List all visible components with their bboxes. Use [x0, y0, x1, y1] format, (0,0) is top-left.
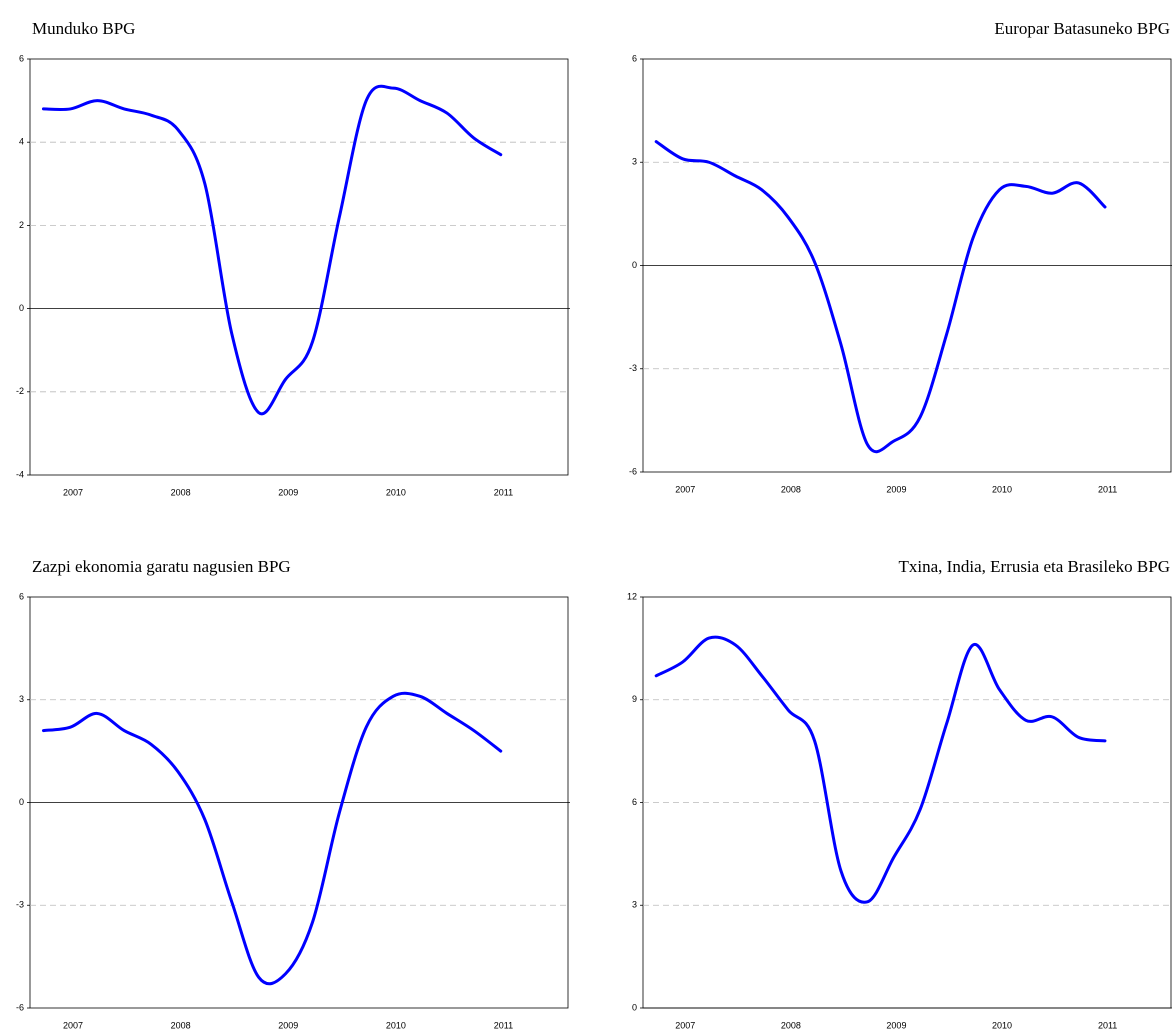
x-tick-label: 2009 [278, 487, 298, 497]
y-tick-label: 2 [19, 220, 24, 230]
y-tick-label: -3 [16, 900, 24, 910]
y-tick-label: 3 [632, 900, 637, 910]
x-tick-label: 2007 [63, 1020, 83, 1030]
y-tick-label: 3 [19, 694, 24, 704]
series-line [654, 635, 1107, 904]
y-tick-label: 0 [632, 1002, 637, 1012]
y-tick-label: -2 [16, 386, 24, 396]
y-tick-label: -6 [629, 466, 637, 476]
x-tick-label: 2008 [781, 484, 801, 494]
series-line [41, 84, 503, 416]
x-tick-label: 2009 [886, 1020, 906, 1030]
y-tick-label: 6 [632, 53, 637, 63]
x-tick-label: 2010 [992, 1020, 1012, 1030]
x-tick-label: 2007 [675, 484, 695, 494]
x-tick-label: 2007 [675, 1020, 695, 1030]
chart-title: Munduko BPG [32, 19, 135, 38]
y-tick-label: -4 [16, 469, 24, 479]
y-tick-label: 0 [19, 303, 24, 313]
x-tick-label: 2011 [494, 487, 513, 497]
x-tick-label: 2008 [781, 1020, 801, 1030]
y-tick-label: 0 [632, 260, 637, 270]
series-line [41, 691, 503, 986]
y-tick-label: 6 [632, 797, 637, 807]
x-tick-label: 2009 [278, 1020, 298, 1030]
x-tick-label: 2008 [171, 1020, 191, 1030]
chart-title: Txina, India, Errusia eta Brasileko BPG [899, 557, 1170, 576]
chart-title: Europar Batasuneko BPG [994, 19, 1170, 38]
x-tick-label: 2008 [171, 487, 191, 497]
y-tick-label: -3 [629, 363, 637, 373]
y-tick-label: 6 [19, 591, 24, 601]
plot-frame [29, 58, 569, 476]
x-tick-label: 2011 [494, 1020, 513, 1030]
y-tick-label: 9 [632, 694, 637, 704]
x-tick-label: 2011 [1098, 1020, 1117, 1030]
y-tick-label: 12 [627, 591, 637, 601]
y-tick-label: 6 [19, 53, 24, 63]
y-tick-label: 0 [19, 797, 24, 807]
y-tick-label: -6 [16, 1002, 24, 1012]
x-tick-label: 2009 [886, 484, 906, 494]
y-tick-label: 4 [19, 137, 24, 147]
x-tick-label: 2010 [386, 1020, 406, 1030]
x-tick-label: 2010 [992, 484, 1012, 494]
y-tick-label: 3 [632, 157, 637, 167]
chart-title: Zazpi ekonomia garatu nagusien BPG [32, 557, 291, 576]
x-tick-label: 2010 [386, 487, 406, 497]
x-tick-label: 2007 [63, 487, 83, 497]
x-tick-label: 2011 [1098, 484, 1117, 494]
series-line [654, 140, 1107, 454]
